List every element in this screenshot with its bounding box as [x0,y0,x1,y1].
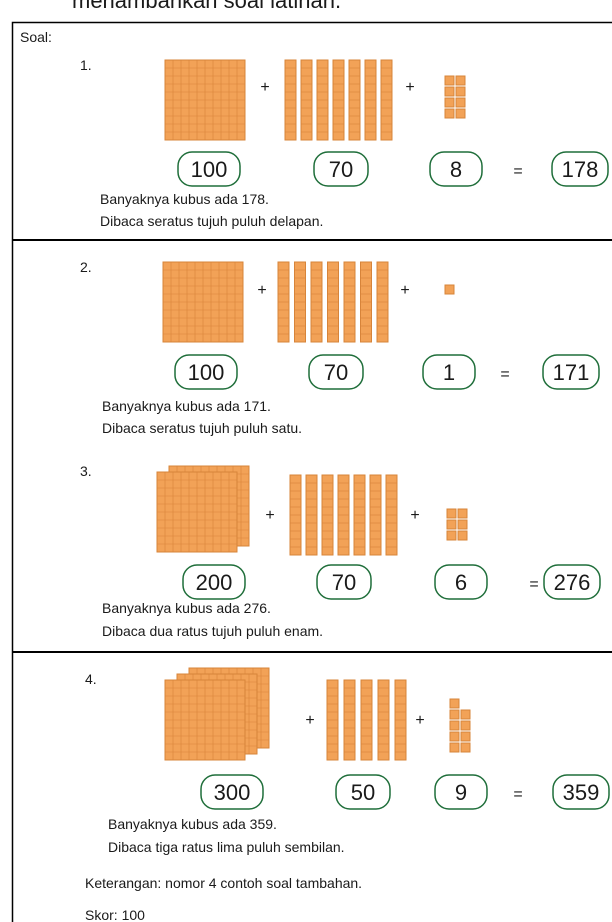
number-text: 9 [455,780,467,805]
description: Dibaca seratus tujuh puluh satu. [102,420,302,436]
unit [458,520,467,529]
unit [450,732,459,741]
ones [450,699,470,752]
problem-number: 2. [80,259,92,275]
unit [445,98,454,107]
problem-number: 3. [80,463,92,479]
number-text: 100 [191,157,228,182]
tens [285,60,392,140]
tens [290,475,397,555]
score: Skor: 100 [85,907,145,922]
unit [450,743,459,752]
equals: = [529,576,538,593]
equals: = [500,366,509,383]
plus: + [400,282,409,299]
unit [461,732,470,741]
hundreds [157,466,249,552]
header-text: menambahkan soal latihan. [72,0,341,13]
number-text: 6 [455,570,467,595]
tens [327,680,406,760]
unit [450,699,459,708]
equals: = [513,786,522,803]
number-text: 70 [324,360,348,385]
number-text: 171 [553,360,590,385]
unit [445,285,454,294]
plus: + [405,79,414,96]
tens [278,262,388,342]
number-text: 8 [450,157,462,182]
ones [447,509,467,540]
description: Banyaknya kubus ada 359. [108,816,277,832]
hundreds [165,60,245,140]
unit [447,531,456,540]
description: Dibaca seratus tujuh puluh delapan. [100,213,323,229]
note: Keterangan: nomor 4 contoh soal tambahan… [85,875,362,891]
unit [445,76,454,85]
problem: 4. + +300 50 9 = 359 Banyaknya kubus ada 359. Di… [85,668,609,855]
description: Dibaca tiga ratus lima puluh sembilan. [108,839,345,855]
unit [458,509,467,518]
unit [447,520,456,529]
plus: + [415,712,424,729]
unit [445,109,454,118]
plus: + [260,79,269,96]
problem: 2. + +100 70 1 = 171 Banyaknya kubus ada 171. Di… [80,259,599,436]
description: Dibaca dua ratus tujuh puluh enam. [102,623,323,639]
unit [456,98,465,107]
unit [445,87,454,96]
worksheet: menambahkan soal latihan. Soal: Keterang… [0,0,612,922]
plus: + [305,712,314,729]
plus: + [265,507,274,524]
number-text: 1 [443,360,455,385]
unit [461,743,470,752]
plus: + [410,507,419,524]
description: Banyaknya kubus ada 178. [100,191,269,207]
unit [456,87,465,96]
unit [458,531,467,540]
unit [461,710,470,719]
unit [450,710,459,719]
problem: 1. + +100 70 8 = 178 Banyaknya kubus ada 178. Di… [80,57,608,229]
unit [456,109,465,118]
description: Banyaknya kubus ada 276. [102,600,271,616]
unit [450,721,459,730]
description: Banyaknya kubus ada 171. [102,398,271,414]
number-text: 70 [332,570,356,595]
page: {"header": {"text": "menambahkan soal la… [0,0,612,922]
unit [456,76,465,85]
problem-number: 4. [85,671,97,687]
number-text: 178 [562,157,599,182]
ones [445,76,465,118]
hundreds [165,668,269,760]
plus: + [257,282,266,299]
equals: = [513,163,522,180]
number-text: 100 [188,360,225,385]
ones [445,285,454,294]
unit [447,509,456,518]
number-text: 300 [214,780,251,805]
hundreds [163,262,243,342]
number-text: 70 [329,157,353,182]
problem: 3. + +200 70 6 = 276 Banyaknya kubus ada 276. Di… [80,463,600,639]
soal-label: Soal: [20,29,52,45]
number-text: 276 [554,570,591,595]
number-text: 50 [351,780,375,805]
number-text: 200 [196,570,233,595]
problem-number: 1. [80,57,92,73]
number-text: 359 [563,780,600,805]
unit [461,721,470,730]
